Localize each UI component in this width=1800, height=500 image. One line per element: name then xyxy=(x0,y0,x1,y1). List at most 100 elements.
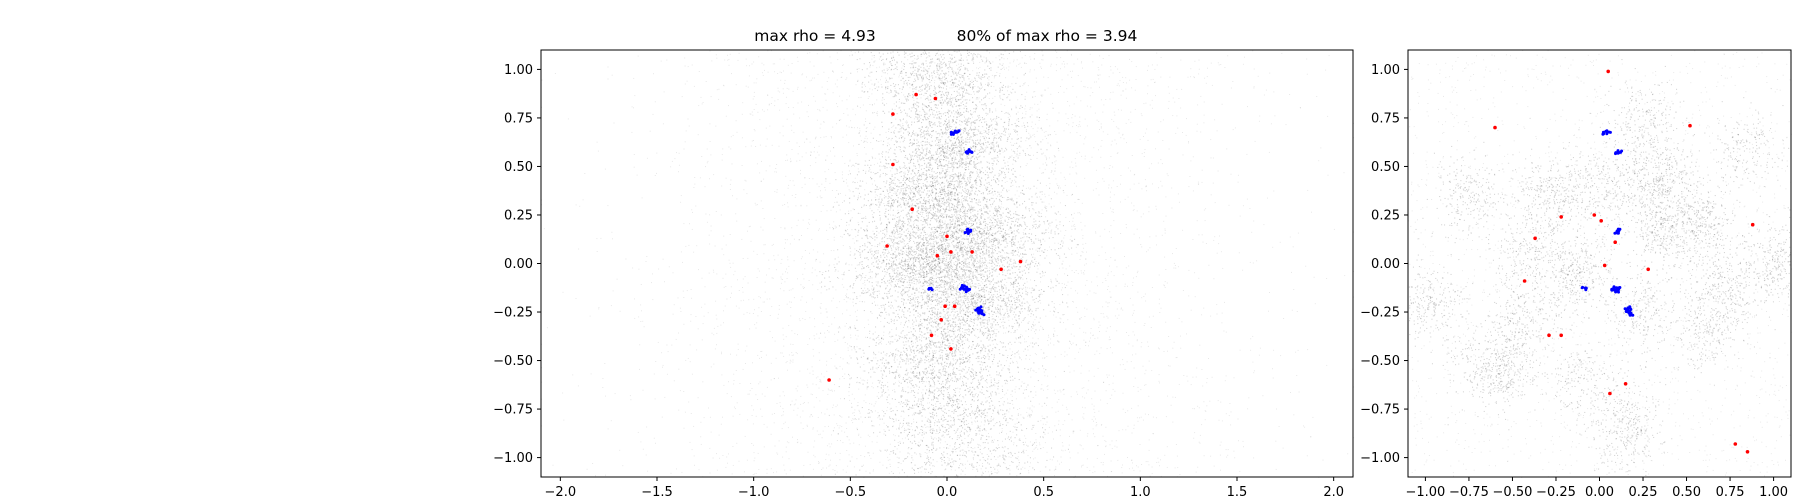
density-point xyxy=(979,231,981,233)
density-point xyxy=(946,379,948,381)
density-point xyxy=(946,434,948,436)
density-point xyxy=(952,130,954,132)
density-point xyxy=(964,272,966,274)
density-point xyxy=(1039,299,1041,301)
density-point xyxy=(871,360,873,362)
density-point xyxy=(924,114,926,116)
density-point xyxy=(843,233,845,235)
density-point xyxy=(915,259,917,261)
density-point xyxy=(873,339,875,341)
density-point xyxy=(929,283,931,285)
density-point xyxy=(923,408,925,410)
density-point xyxy=(984,204,986,206)
density-point xyxy=(937,261,939,263)
density-point xyxy=(950,465,952,467)
density-point xyxy=(908,188,910,190)
density-point xyxy=(936,246,938,248)
density-point xyxy=(936,226,938,228)
density-point xyxy=(915,111,917,113)
density-point xyxy=(994,258,996,260)
density-point xyxy=(921,122,923,124)
density-point xyxy=(958,115,960,117)
density-point xyxy=(911,457,913,459)
density-point xyxy=(941,300,943,302)
density-point xyxy=(922,104,924,106)
density-point xyxy=(1008,119,1010,121)
density-point xyxy=(876,186,878,188)
density-point xyxy=(965,169,967,171)
density-point xyxy=(1071,240,1073,242)
density-point xyxy=(952,170,954,172)
density-point xyxy=(935,182,937,184)
density-point xyxy=(882,232,884,234)
density-point xyxy=(976,408,978,410)
density-point xyxy=(992,255,994,257)
density-point xyxy=(974,377,976,379)
density-point xyxy=(917,68,919,70)
density-point xyxy=(962,91,964,93)
density-point xyxy=(1018,337,1020,339)
density-point xyxy=(924,261,926,263)
density-point xyxy=(1005,456,1007,458)
density-point xyxy=(912,67,914,69)
density-point xyxy=(885,159,887,161)
density-point xyxy=(1045,232,1047,234)
density-point xyxy=(942,176,944,178)
density-point xyxy=(952,82,954,84)
density-point xyxy=(917,159,919,161)
density-point xyxy=(996,159,998,161)
density-point xyxy=(952,363,954,365)
density-point xyxy=(1022,247,1024,249)
density-point xyxy=(980,76,982,78)
density-point xyxy=(1037,227,1039,229)
density-point xyxy=(941,193,943,195)
density-point xyxy=(926,295,928,297)
density-point xyxy=(931,58,933,60)
title-max-rho: max rho = 4.93 xyxy=(754,27,875,45)
density-point xyxy=(947,398,949,400)
density-point xyxy=(995,447,997,449)
density-point xyxy=(972,237,974,239)
density-point xyxy=(930,416,932,418)
density-point xyxy=(953,227,955,229)
density-point xyxy=(912,255,914,257)
density-point xyxy=(923,276,925,278)
density-point xyxy=(977,412,979,414)
density-point xyxy=(946,345,948,347)
density-point xyxy=(1038,247,1040,249)
density-point xyxy=(928,105,930,107)
density-point xyxy=(893,59,895,61)
density-point xyxy=(973,319,975,321)
density-point xyxy=(870,171,872,173)
density-point xyxy=(964,99,966,101)
density-point xyxy=(994,237,996,239)
density-point xyxy=(986,248,988,250)
density-point xyxy=(969,278,971,280)
density-point xyxy=(938,350,940,352)
density-point xyxy=(931,256,933,258)
density-point xyxy=(936,415,938,417)
density-point xyxy=(995,182,997,184)
density-point xyxy=(998,447,1000,449)
density-point xyxy=(880,387,882,389)
density-point xyxy=(973,206,975,208)
density-point xyxy=(989,330,991,332)
density-point xyxy=(896,229,898,231)
density-point xyxy=(964,361,966,363)
density-point xyxy=(950,75,952,77)
density-point xyxy=(979,209,981,211)
density-point xyxy=(895,414,897,416)
density-point xyxy=(928,207,930,209)
density-point xyxy=(909,237,911,239)
density-point xyxy=(941,164,943,166)
density-point xyxy=(974,260,976,262)
density-point xyxy=(979,265,981,267)
density-point xyxy=(936,263,938,265)
density-point xyxy=(1028,328,1030,330)
density-point xyxy=(943,188,945,190)
density-point xyxy=(956,400,958,402)
density-point xyxy=(905,320,907,322)
density-point xyxy=(892,182,894,184)
density-point xyxy=(939,201,941,203)
density-point xyxy=(886,321,888,323)
